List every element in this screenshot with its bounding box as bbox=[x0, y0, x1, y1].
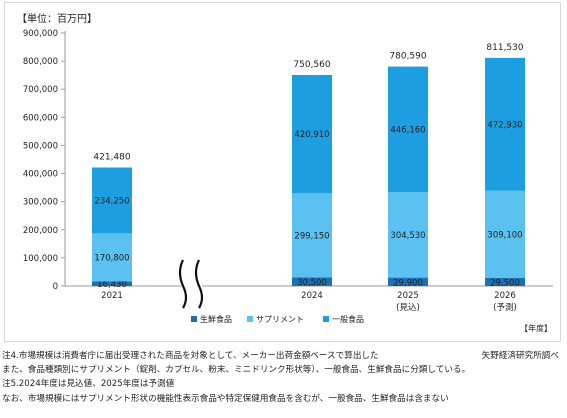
x-tick-label: 2025 bbox=[397, 291, 419, 301]
segment-value-label: 309,100 bbox=[487, 230, 522, 240]
y-tick-label: 600,000 bbox=[23, 113, 58, 123]
segment-value-label: 16,430 bbox=[97, 280, 127, 290]
note-line: また、食品種類別にサプリメント（錠剤、カプセル、粉末、ミニドリンク形状等）、一般… bbox=[2, 365, 471, 376]
segment-value-label: 170,800 bbox=[94, 253, 129, 263]
bar-segment bbox=[388, 66, 428, 192]
y-tick-label: 400,000 bbox=[23, 170, 58, 180]
footnotes: 注4.市場規模は消費者庁に届出受理された商品を対象として、メーカー出荷金額ベース… bbox=[2, 349, 565, 406]
note-line: 注4.市場規模は消費者庁に届出受理された商品を対象として、メーカー出荷金額ベース… bbox=[2, 351, 379, 361]
x-tick-label: 2021 bbox=[101, 291, 123, 301]
segment-value-label: 30,500 bbox=[297, 278, 327, 288]
x-tick-label: 2026 bbox=[494, 291, 516, 301]
axis-break-mark bbox=[194, 259, 204, 309]
legend-swatch bbox=[191, 316, 197, 322]
unit-label: 【単位：百万円】 bbox=[17, 14, 97, 25]
y-tick-label: 100,000 bbox=[23, 254, 58, 264]
source-credit: 矢野経済研究所調べ bbox=[481, 351, 559, 361]
bar-segment bbox=[92, 233, 132, 282]
legend-label: 生鮮食品 bbox=[200, 314, 232, 324]
legend-label: サプリメント bbox=[256, 315, 304, 324]
y-tick-label: 0 bbox=[53, 282, 58, 292]
segment-value-label: 29,900 bbox=[393, 278, 423, 288]
stacked-bar-chart: 0 100,000 200,000 300,000 400,000 500,000 600,… bbox=[23, 29, 553, 333]
y-tick-label: 500,000 bbox=[23, 141, 58, 151]
legend-label: 一般食品 bbox=[332, 314, 364, 324]
total-value-label: 811,530 bbox=[486, 43, 523, 53]
segment-value-label: 472,930 bbox=[487, 120, 522, 130]
x-tick-label: 2024 bbox=[301, 291, 323, 301]
x-tick-sublabel: (予測) bbox=[493, 302, 517, 313]
bar-segment bbox=[388, 277, 428, 286]
bar-segment bbox=[292, 277, 332, 286]
y-tick-label: 900,000 bbox=[23, 29, 58, 39]
legend-swatch bbox=[323, 316, 329, 322]
y-tick-label: 200,000 bbox=[23, 226, 58, 236]
year-unit-label: 【年度】 bbox=[520, 323, 552, 333]
segment-value-label: 234,250 bbox=[94, 196, 129, 206]
note-line: 注5.2024年度は見込値、2025年度は予測値 bbox=[2, 379, 175, 390]
segment-value-label: 299,150 bbox=[294, 231, 329, 241]
segment-value-label: 29,500 bbox=[490, 278, 520, 288]
bar-segment bbox=[92, 167, 132, 234]
y-tick-label: 700,000 bbox=[23, 85, 58, 95]
note-line: なお、市場規模にはサプリメント形状の機能性表示食品や特定保健用食品を含むが、一般… bbox=[2, 393, 449, 404]
bar-segment bbox=[485, 277, 525, 286]
bar-segment bbox=[388, 191, 428, 278]
legend-swatch bbox=[247, 316, 253, 322]
x-tick-sublabel: (見込) bbox=[396, 302, 420, 313]
bar-segment bbox=[485, 190, 525, 278]
bar-segment bbox=[92, 281, 132, 286]
total-value-label: 750,560 bbox=[293, 60, 330, 70]
chart-frame: 【単位：百万円】 0 100,000 200,000 300,000 400,000 50… bbox=[4, 2, 561, 342]
y-tick-label: 800,000 bbox=[23, 57, 58, 67]
axis-break-mark bbox=[178, 259, 188, 309]
total-value-label: 421,480 bbox=[93, 153, 130, 163]
segment-value-label: 420,910 bbox=[294, 130, 329, 140]
bar-segment bbox=[292, 193, 332, 278]
bar-segment bbox=[292, 75, 332, 194]
segment-value-label: 446,160 bbox=[390, 125, 425, 135]
bar-segment bbox=[485, 57, 525, 191]
segment-value-label: 304,530 bbox=[390, 231, 425, 241]
y-tick-label: 300,000 bbox=[23, 198, 58, 208]
total-value-label: 780,590 bbox=[389, 52, 426, 62]
